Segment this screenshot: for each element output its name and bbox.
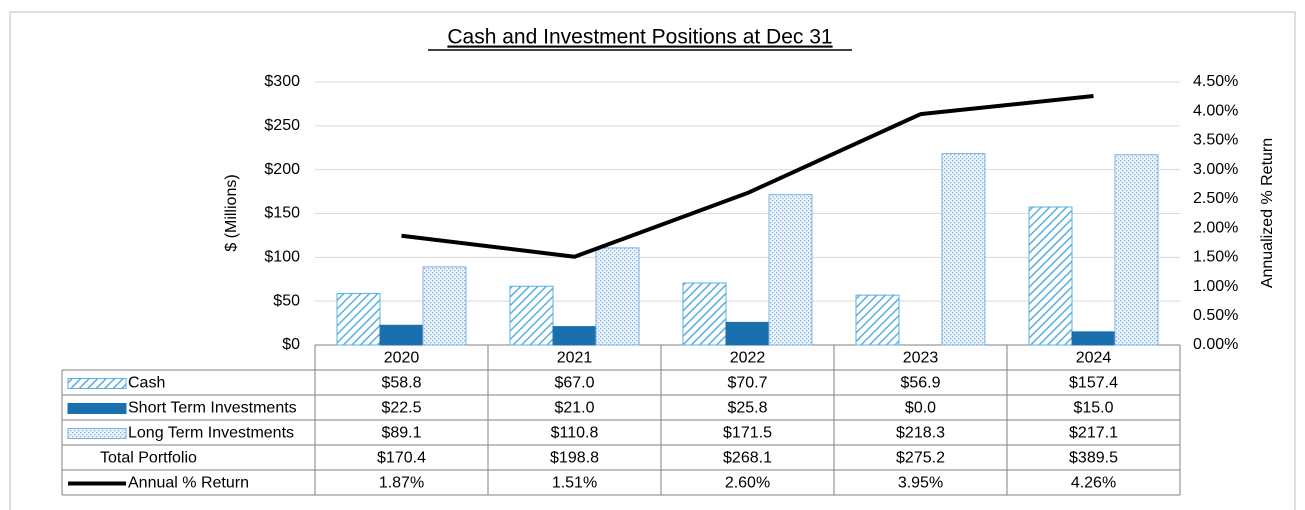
y-tick-label: $300	[264, 73, 300, 90]
bar	[725, 321, 770, 346]
bar	[1028, 206, 1073, 346]
bar	[855, 294, 900, 346]
y-tick-label: $200	[264, 161, 300, 178]
y2-tick-label: 3.50%	[1193, 132, 1238, 149]
y-axis-label: $ (Millions)	[223, 174, 240, 251]
chart-border	[9, 11, 1296, 510]
y2-tick-label: 0.50%	[1193, 307, 1238, 324]
bar	[552, 326, 597, 346]
bar	[336, 292, 381, 346]
legend-label: Long Term Investments	[128, 425, 294, 442]
y2-axis-label: Annualized % Return	[1259, 138, 1276, 288]
x-tick-label: 2024	[1076, 350, 1112, 367]
y-tick-label: $250	[264, 117, 300, 134]
table-value: $110.8	[551, 425, 599, 442]
bar	[422, 266, 467, 346]
row-label: Total Portfolio	[100, 450, 197, 467]
table-value: 1.51%	[552, 475, 597, 492]
table-value: $170.4	[377, 450, 426, 467]
legend-key	[67, 428, 127, 439]
legend-key	[67, 403, 127, 414]
table-value: $217.1	[1069, 425, 1118, 442]
bar	[509, 285, 554, 346]
y2-tick-label: 4.00%	[1193, 102, 1238, 119]
y2-tick-label: 2.00%	[1193, 219, 1238, 236]
table-value: $275.2	[896, 450, 945, 467]
line-series	[401, 94, 1094, 259]
bar	[1071, 331, 1116, 346]
y2-tick-label: 3.00%	[1193, 161, 1238, 178]
table-value: $70.7	[727, 375, 767, 392]
y-tick-label: $150	[264, 205, 300, 222]
table-value: $268.1	[723, 450, 772, 467]
x-tick-label: 2021	[557, 350, 593, 367]
legend-key	[67, 378, 127, 389]
table-value: $25.8	[727, 400, 767, 417]
table-value: $22.5	[381, 400, 421, 417]
legend-label: Annual % Return	[128, 475, 249, 492]
y2-tick-label: 1.50%	[1193, 249, 1238, 266]
table-value: $171.5	[723, 425, 772, 442]
table-value: $56.9	[900, 375, 940, 392]
y-tick-label: $100	[264, 249, 300, 266]
chart-title: Cash and Investment Positions at Dec 31	[447, 26, 832, 49]
bar	[1114, 154, 1159, 346]
legend-label: Short Term Investments	[128, 400, 297, 417]
y-tick-label: $50	[273, 292, 300, 309]
y-tick-label: $0	[282, 336, 300, 353]
table-value: 2.60%	[725, 475, 770, 492]
bar	[768, 194, 813, 346]
y2-tick-label: 1.00%	[1193, 278, 1238, 295]
table-value: $218.3	[896, 425, 945, 442]
x-tick-label: 2023	[903, 350, 939, 367]
table-value: $89.1	[381, 425, 421, 442]
table-value: $15.0	[1073, 400, 1113, 417]
x-tick-label: 2020	[384, 350, 420, 367]
table-value: $58.8	[381, 375, 421, 392]
table-value: 1.87%	[379, 475, 424, 492]
table-value: 3.95%	[898, 475, 943, 492]
x-tick-label: 2022	[730, 350, 766, 367]
table-value: $198.8	[550, 450, 599, 467]
bar	[941, 153, 986, 346]
table-value: 4.26%	[1071, 475, 1116, 492]
legend-label: Cash	[128, 375, 165, 392]
table-value: $0.0	[905, 400, 936, 417]
table-value: $157.4	[1069, 375, 1118, 392]
bar	[595, 247, 640, 346]
table-value: $67.0	[554, 375, 594, 392]
bar	[682, 282, 727, 346]
y2-tick-label: 2.50%	[1193, 190, 1238, 207]
table-value: $21.0	[554, 400, 594, 417]
bar	[379, 324, 424, 346]
y2-tick-label: 0.00%	[1193, 336, 1238, 353]
y2-tick-label: 4.50%	[1193, 73, 1238, 90]
table-value: $389.5	[1069, 450, 1118, 467]
